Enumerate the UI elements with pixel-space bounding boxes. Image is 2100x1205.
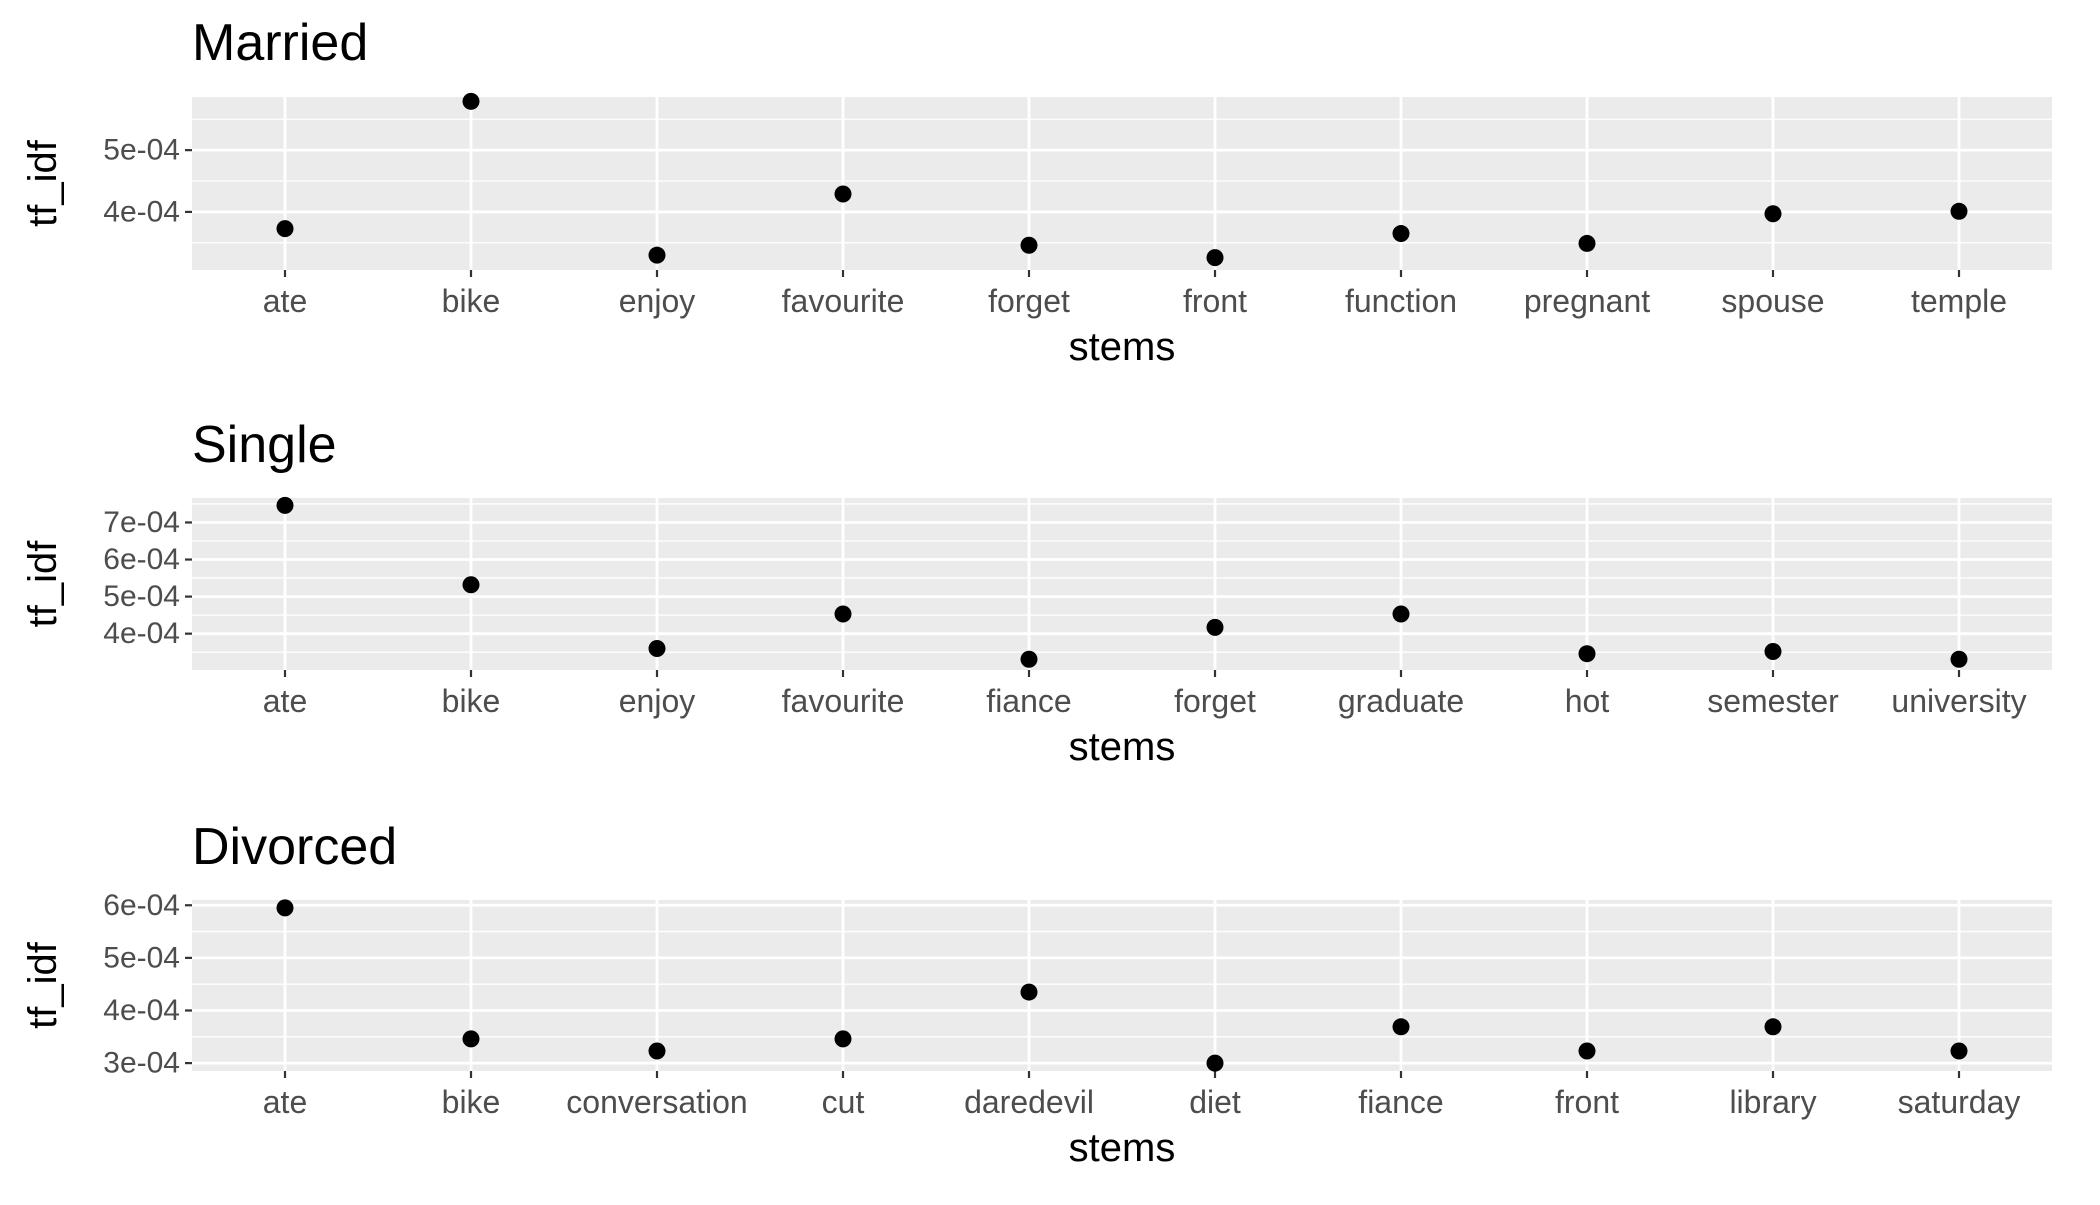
data-point (1764, 1018, 1782, 1036)
data-point (834, 605, 852, 623)
data-point (276, 496, 294, 514)
y-tick-label: 7e-04 (103, 506, 180, 539)
data-point (1392, 605, 1410, 623)
x-tick-label: ate (263, 683, 307, 719)
x-tick-label: temple (1911, 283, 2007, 319)
data-point (462, 92, 480, 110)
x-tick-label: spouse (1721, 283, 1824, 319)
x-tick-label: diet (1189, 1084, 1241, 1120)
x-tick-label: cut (822, 1084, 865, 1120)
panel-background (192, 498, 2052, 670)
data-point (1578, 1042, 1596, 1060)
data-point (648, 640, 666, 657)
data-point (276, 220, 294, 238)
data-point (1020, 650, 1038, 668)
data-point (462, 576, 480, 594)
x-tick-label: fiance (1358, 1084, 1443, 1120)
panel-title: Single (192, 416, 337, 474)
x-tick-label: daredevil (964, 1084, 1094, 1120)
data-point (1950, 650, 1968, 668)
y-tick-label: 4e-04 (103, 617, 180, 650)
x-tick-label: pregnant (1524, 283, 1650, 319)
x-tick-label: library (1729, 1084, 1816, 1120)
y-tick-label: 5e-04 (103, 941, 180, 974)
data-point (834, 1030, 852, 1048)
x-tick-label: graduate (1338, 683, 1464, 719)
x-tick-label: bike (442, 683, 501, 719)
y-axis-label: tf_idf (21, 941, 65, 1029)
y-tick-label: 5e-04 (103, 580, 180, 613)
data-point (1206, 249, 1224, 267)
x-tick-label: function (1345, 283, 1457, 319)
x-tick-label: fiance (986, 683, 1071, 719)
data-point (1206, 618, 1224, 636)
y-tick-label: 5e-04 (103, 134, 180, 167)
x-axis-label: stems (1069, 725, 1176, 769)
y-tick-label: 6e-04 (103, 889, 180, 922)
x-tick-label: ate (263, 1084, 307, 1120)
panel-background (192, 97, 2052, 270)
data-point (1764, 642, 1782, 660)
data-point (1392, 225, 1410, 243)
data-point (1020, 236, 1038, 254)
x-tick-label: enjoy (619, 683, 696, 719)
facet-panel-2: 4e-04 5e-04 6e-04 7e-04 ate bike enjoy favourit… (21, 416, 2052, 769)
y-tick-label: 4e-04 (103, 994, 180, 1027)
x-tick-label: hot (1565, 683, 1610, 719)
data-point (1392, 1018, 1410, 1036)
data-point (1764, 205, 1782, 223)
x-axis-label: stems (1069, 1126, 1176, 1170)
y-tick-label: 3e-04 (103, 1047, 180, 1080)
x-tick-label: forget (1174, 683, 1256, 719)
facet-panel-1: 4e-04 5e-04 ate bike enjoy favourite forget fro… (21, 14, 2052, 369)
x-tick-label: semester (1707, 683, 1839, 719)
data-point (462, 1030, 480, 1048)
x-tick-label: bike (442, 283, 501, 319)
data-point (1578, 234, 1596, 252)
panel-background (192, 900, 2052, 1071)
facet-panel-3: 3e-04 4e-04 5e-04 6e-04 ate bike conversation c… (21, 818, 2052, 1170)
data-point (1950, 1042, 1968, 1060)
panel-title: Married (192, 14, 368, 72)
y-axis-label: tf_idf (21, 139, 65, 227)
data-point (1020, 983, 1038, 1001)
x-tick-label: bike (442, 1084, 501, 1120)
data-point (1578, 645, 1596, 663)
x-tick-label: favourite (782, 283, 905, 319)
data-point (276, 899, 294, 917)
data-point (1206, 1054, 1224, 1072)
y-tick-label: 4e-04 (103, 195, 180, 228)
x-tick-label: conversation (566, 1084, 747, 1120)
x-axis-label: stems (1069, 325, 1176, 369)
x-tick-label: front (1555, 1084, 1619, 1120)
panel-title: Divorced (192, 818, 397, 876)
x-tick-label: saturday (1898, 1084, 2021, 1120)
data-point (1950, 202, 1968, 220)
x-tick-label: forget (988, 283, 1070, 319)
y-axis-label: tf_idf (21, 540, 65, 628)
x-tick-label: favourite (782, 683, 905, 719)
data-point (834, 185, 852, 203)
data-point (648, 1042, 666, 1060)
x-tick-label: enjoy (619, 283, 696, 319)
x-tick-label: front (1183, 283, 1247, 319)
x-tick-label: university (1891, 683, 2026, 719)
x-tick-label: ate (263, 283, 307, 319)
y-tick-label: 6e-04 (103, 543, 180, 576)
data-point (648, 246, 666, 264)
